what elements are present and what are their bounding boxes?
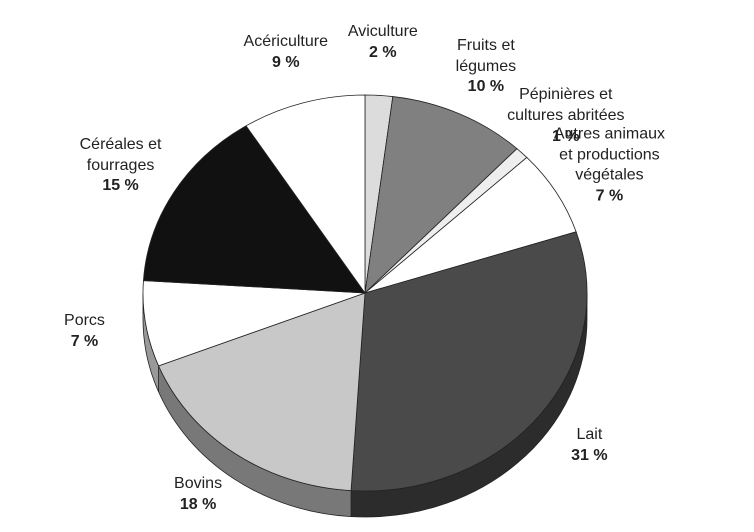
- value-label: 18 %: [179, 496, 217, 514]
- category-label: Lait: [576, 426, 603, 444]
- slice-label: Acériculture 9 %: [226, 32, 346, 74]
- value-label: 7 %: [70, 333, 99, 351]
- value-label: 15 %: [102, 177, 139, 195]
- slice: [143, 125, 366, 294]
- slice: [245, 94, 366, 295]
- slice-label: Céréales et fourrages 15 %: [61, 135, 181, 197]
- slice-label: Pépinières et cultures abritées 1 %: [506, 85, 626, 147]
- value-label: 9 %: [271, 53, 300, 71]
- slice-label: Autres animaux et productions végétales 7…: [549, 124, 669, 207]
- slice: [350, 231, 588, 492]
- category-label: Fruits et légumes: [455, 36, 517, 75]
- value-label: 2 %: [369, 44, 397, 62]
- slice: [158, 292, 366, 492]
- value-label: 10 %: [467, 78, 505, 96]
- slice-label: Lait 31 %: [529, 425, 649, 467]
- category-label: Aviculture: [347, 23, 418, 41]
- value-label: 7 %: [595, 187, 624, 205]
- slice-label: Porcs 7 %: [24, 311, 144, 353]
- value-label: 1 %: [552, 127, 580, 145]
- category-label: Pépinières et cultures abritées: [507, 86, 625, 124]
- value-label: 31 %: [571, 447, 608, 465]
- slice: [364, 96, 518, 295]
- category-label: Céréales et fourrages: [79, 135, 162, 174]
- slice-label: Fruits et légumes 10 %: [426, 36, 546, 98]
- slice-label: Aviculture 2 %: [323, 23, 443, 65]
- category-label: Porcs: [64, 312, 105, 330]
- category-label: Acériculture: [243, 33, 328, 51]
- slice-label: Bovins 18 %: [138, 474, 258, 516]
- category-label: Autres animaux et productions végétales: [553, 125, 666, 184]
- category-label: Bovins: [174, 475, 223, 493]
